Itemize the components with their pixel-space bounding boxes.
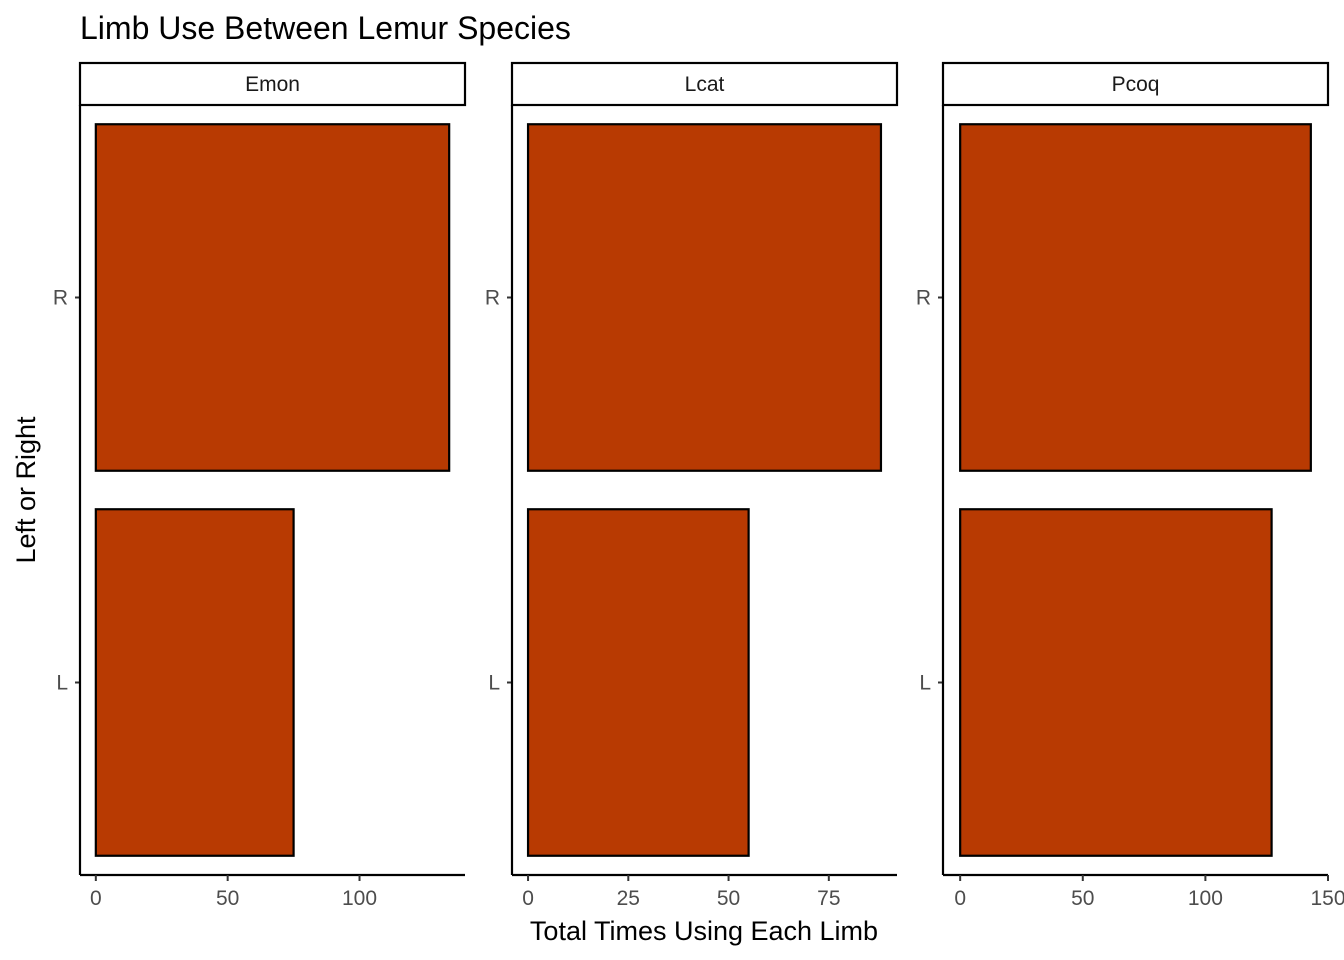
x-tick-label: 75	[817, 887, 840, 910]
facet-strip	[510, 61, 899, 107]
x-tick-label: 25	[617, 887, 640, 910]
facet-panel-emon: Emon L R 0 50 100	[53, 61, 467, 910]
bar-r	[959, 123, 1312, 472]
bar-r	[94, 123, 451, 472]
bar-r	[526, 123, 883, 472]
chart-title: Limb Use Between Lemur Species	[80, 10, 571, 46]
facet-panel-pcoq: Pcoq L R 0 50 100 150	[916, 61, 1344, 910]
x-tick-label: 100	[342, 887, 377, 910]
x-tick-label: 50	[717, 887, 740, 910]
y-tick-label: R	[485, 287, 500, 310]
y-tick-label: R	[916, 287, 931, 310]
bar-l	[959, 508, 1273, 857]
facet-panel-lcat: Lcat L R 0 25 50 75	[485, 61, 899, 910]
facet-strip-label: Emon	[245, 73, 300, 96]
facet-strip-label: Pcoq	[1112, 73, 1160, 96]
facet-strip-label: Lcat	[685, 73, 725, 96]
x-tick-label: 50	[216, 887, 239, 910]
y-tick-label: L	[56, 672, 68, 695]
x-tick-label: 100	[1188, 887, 1223, 910]
x-tick-label: 50	[1071, 887, 1094, 910]
y-tick-label: L	[919, 672, 931, 695]
x-axis-title: Total Times Using Each Limb	[530, 916, 878, 946]
x-tick-label: 0	[954, 887, 966, 910]
y-axis-title: Left or Right	[11, 416, 41, 564]
bar-l	[94, 508, 295, 857]
facet-panels: Emon L R 0 50 100 Lcat L R 0 25 50 75 Pcoq L R 0 50 100 150	[53, 61, 1344, 910]
facet-strip	[78, 61, 467, 107]
y-tick-label: L	[488, 672, 500, 695]
y-tick-label: R	[53, 287, 68, 310]
x-tick-label: 150	[1310, 887, 1344, 910]
x-tick-label: 0	[522, 887, 534, 910]
x-tick-label: 0	[90, 887, 102, 910]
bar-l	[526, 508, 750, 857]
facet-strip	[941, 61, 1330, 107]
